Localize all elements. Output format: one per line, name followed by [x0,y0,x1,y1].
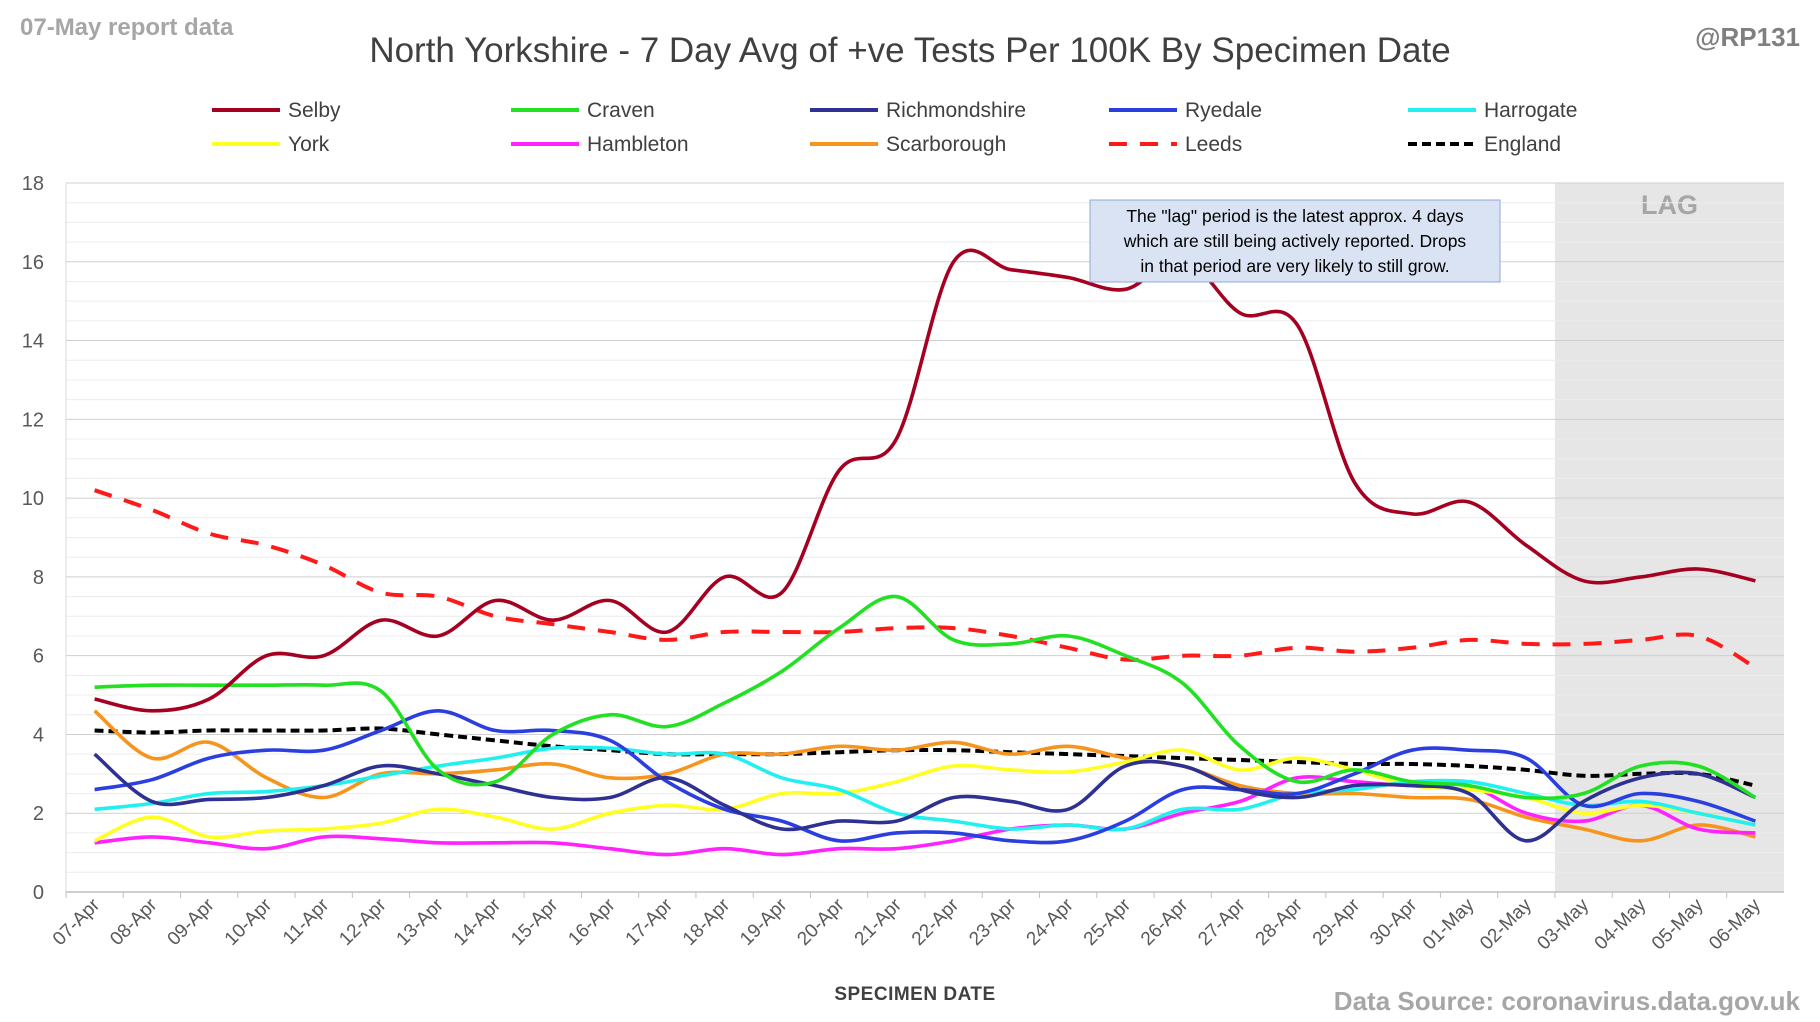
legend-label-leeds: Leeds [1185,133,1242,156]
legend: Selby Craven Richmondshire Ryedale Harrogate… [212,99,1577,156]
legend-label-england: England [1484,133,1561,156]
x-tick-label: 21-Apr [851,894,907,950]
series-line-york [93,748,1756,843]
x-tick-label: 28-Apr [1252,894,1308,950]
legend-label-harrogate: Harrogate [1484,99,1577,122]
y-axis: 0 2 4 6 8 10 12 14 16 18 [22,173,44,904]
annotation-box [1089,199,1501,283]
y-tick-label: 14 [22,331,44,353]
x-tick-label: 01-May [1419,894,1479,954]
x-tick-label: 20-Apr [793,894,849,950]
x-tick-label: 14-Apr [450,894,506,950]
lag-label: LAG [1641,190,1698,220]
legend-label-selby: Selby [288,99,341,122]
x-tick-label: 18-Apr [679,894,735,950]
x-tick-label: 27-Apr [1194,894,1250,950]
legend-label-scarborough: Scarborough [886,133,1006,156]
x-axis: 07-Apr 08-Apr 09-Apr 10-Apr 11-Apr 12-Apr 13-A… [49,892,1765,954]
x-tick-label: 04-May [1591,894,1651,954]
report-date-label: 07-May report data [20,14,234,41]
y-tick-label: 2 [33,803,44,825]
x-tick-label: 22-Apr [908,894,964,950]
lag-annotation: The "lag" period is the latest approx. 4… [1089,199,1501,283]
series-line-richmondshire [93,752,1757,843]
data-source-label: Data Source: coronavirus.data.gov.uk [1334,986,1801,1016]
legend-label-york: York [288,133,330,156]
x-tick-label: 06-May [1705,894,1765,954]
x-tick-label: 26-Apr [1137,894,1193,950]
annotation-line: The "lag" period is the latest approx. 4… [1126,206,1464,226]
x-tick-label: 12-Apr [335,894,391,950]
annotation-line: in that period are very likely to still … [1140,256,1449,276]
legend-label-craven: Craven [587,99,655,122]
series-line-england [94,726,1756,788]
series-line-leeds [93,488,1757,670]
x-tick-label: 02-May [1476,894,1536,954]
x-tick-label: 24-Apr [1023,894,1079,950]
y-tick-label: 4 [33,724,44,746]
legend-label-hambleton: Hambleton [587,133,689,156]
x-tick-label: 10-Apr [221,894,277,950]
plot-area: LAG 0 2 4 6 8 10 12 14 16 18 07-Apr 08-Apr 09-Apr 10… [22,173,1784,954]
legend-label-richmondshire: Richmondshire [886,99,1026,122]
x-tick-label: 07-Apr [49,894,105,950]
series-line-ryedale [94,709,1756,845]
y-tick-label: 8 [33,567,44,589]
series-line-craven [94,594,1757,801]
x-tick-label: 08-Apr [106,894,162,950]
y-tick-label: 16 [22,252,44,274]
y-tick-label: 10 [22,488,44,510]
x-tick-label: 09-Apr [164,894,220,950]
series-lines [93,248,1757,857]
x-tick-label: 29-Apr [1309,894,1365,950]
x-tick-label: 15-Apr [507,894,563,950]
x-tick-label: 25-Apr [1080,894,1136,950]
x-tick-label: 16-Apr [564,894,620,950]
x-axis-title: SPECIMEN DATE [834,984,995,1005]
annotation-line: which are still being actively reported.… [1123,231,1467,251]
y-tick-label: 6 [33,646,44,668]
chart-title: North Yorkshire - 7 Day Avg of +ve Tests… [369,31,1450,70]
legend-label-ryedale: Ryedale [1185,99,1262,122]
author-label: @RP131 [1695,22,1800,52]
gridlines [65,182,1784,893]
series-line-selby [94,248,1756,713]
x-tick-label: 17-Apr [622,894,678,950]
x-tick-label: 13-Apr [393,894,449,950]
y-tick-label: 0 [33,882,44,904]
series-line-harrogate [94,745,1756,832]
x-tick-label: 11-Apr [279,894,334,949]
series-line-scarborough [93,709,1756,843]
x-tick-label: 30-Apr [1366,894,1422,950]
x-tick-label: 05-May [1648,894,1708,954]
y-tick-label: 18 [22,173,44,195]
x-tick-label: 19-Apr [736,894,792,950]
y-tick-label: 12 [22,409,44,431]
x-tick-label: 03-May [1533,894,1593,954]
x-tick-label: 23-Apr [965,894,1021,950]
